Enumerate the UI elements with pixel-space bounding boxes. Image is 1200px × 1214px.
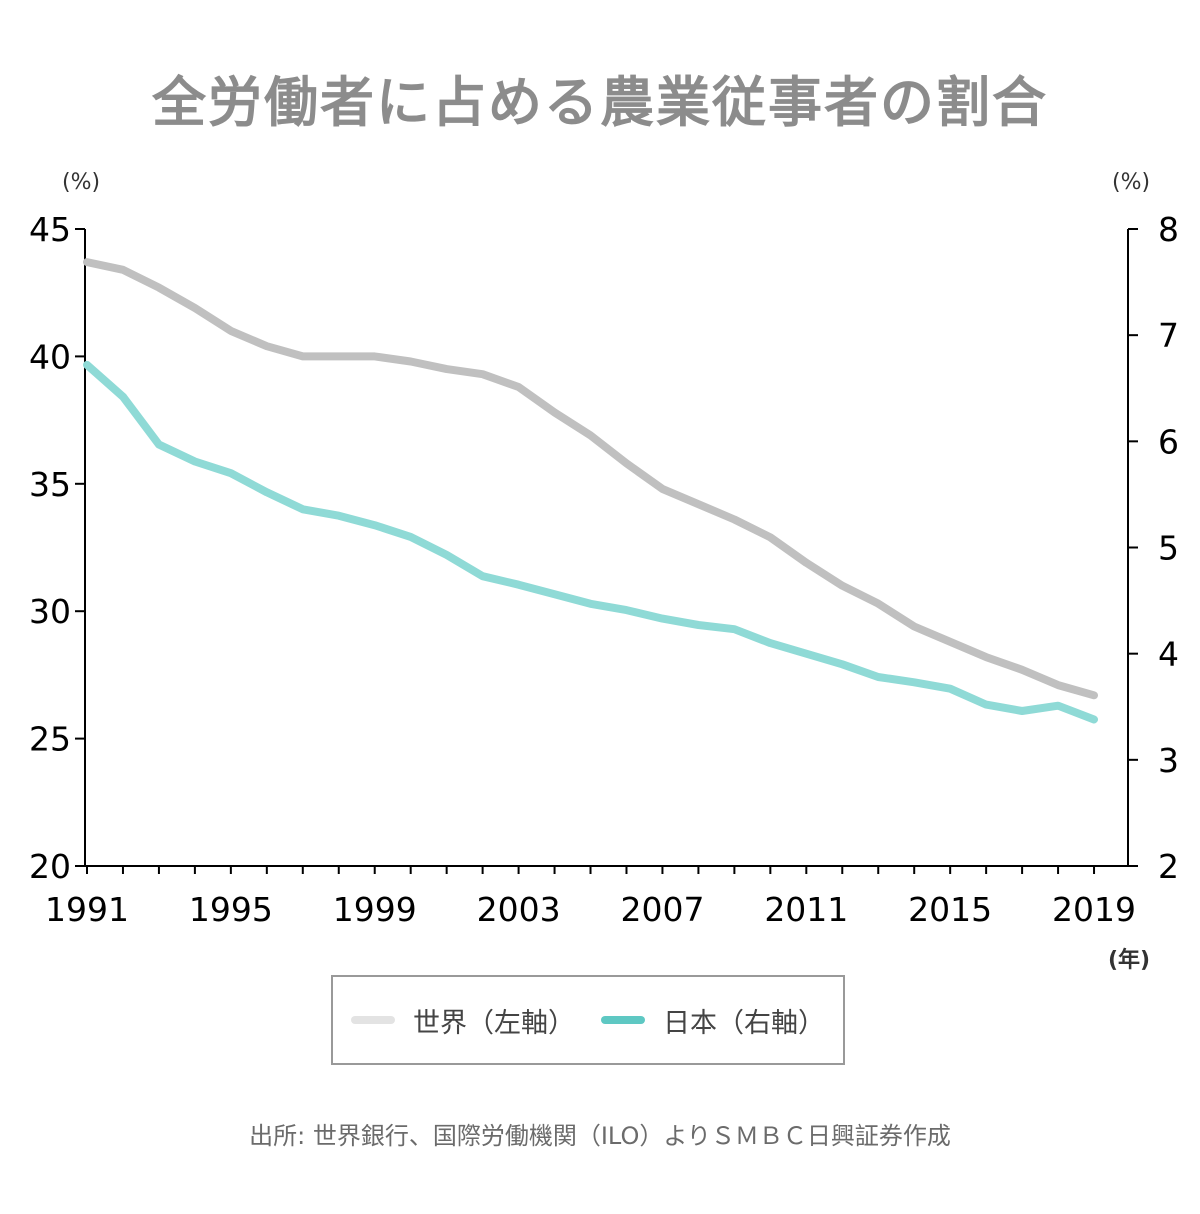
x-axis-tick-label: 2011: [764, 890, 848, 929]
right-axis-tick-label: 6: [1158, 422, 1179, 461]
world-series-line: [83, 258, 1098, 700]
x-axis-unit: (年): [1108, 948, 1151, 973]
legend-label-world: 世界（左軸）: [413, 1007, 575, 1039]
x-axis-tick-label: 2015: [908, 890, 992, 929]
left-axis-tick-label: 45: [29, 210, 71, 249]
x-axis-tick-label: 1991: [45, 890, 129, 929]
legend-swatch-japan: [601, 1016, 645, 1024]
japan-series-line: [83, 360, 1098, 724]
left-axis-tick-label: 25: [29, 720, 71, 759]
x-axis-tick-label: 2019: [1052, 890, 1136, 929]
right-axis-tick-label: 8: [1158, 210, 1179, 249]
right-axis-tick-label: 2: [1158, 847, 1179, 886]
legend-label-japan: 日本（右軸）: [663, 1007, 825, 1039]
left-axis-tick-label: 40: [29, 337, 71, 376]
x-axis-tick-label: 2003: [477, 890, 561, 929]
legend-item-world: 世界（左軸）: [351, 1001, 575, 1040]
x-axis-tick-label: 1999: [333, 890, 417, 929]
left-axis-tick-label: 35: [29, 465, 71, 504]
right-axis-tick-label: 5: [1158, 529, 1179, 568]
x-axis-tick-label: 1995: [189, 890, 273, 929]
x-axis-tick-label: 2007: [620, 890, 704, 929]
left-axis-unit: (%): [62, 170, 101, 195]
left-axis-tick-label: 20: [29, 847, 71, 886]
right-axis-unit: (%): [1112, 170, 1151, 195]
legend-item-japan: 日本（右軸）: [601, 1001, 825, 1040]
legend-swatch-world: [351, 1016, 395, 1024]
source-note: 出所: 世界銀行、国際労働機関（ILO）よりＳＭＢＣ日興証券作成: [249, 1122, 951, 1150]
right-axis-tick-label: 4: [1158, 635, 1179, 674]
right-axis-tick-label: 7: [1158, 316, 1179, 355]
left-axis-tick-label: 30: [29, 592, 71, 631]
chart-legend: 世界（左軸） 日本（右軸）: [331, 975, 845, 1065]
right-axis-tick-label: 3: [1158, 741, 1179, 780]
chart-title: 全労働者に占める農業従事者の割合: [152, 71, 1048, 134]
